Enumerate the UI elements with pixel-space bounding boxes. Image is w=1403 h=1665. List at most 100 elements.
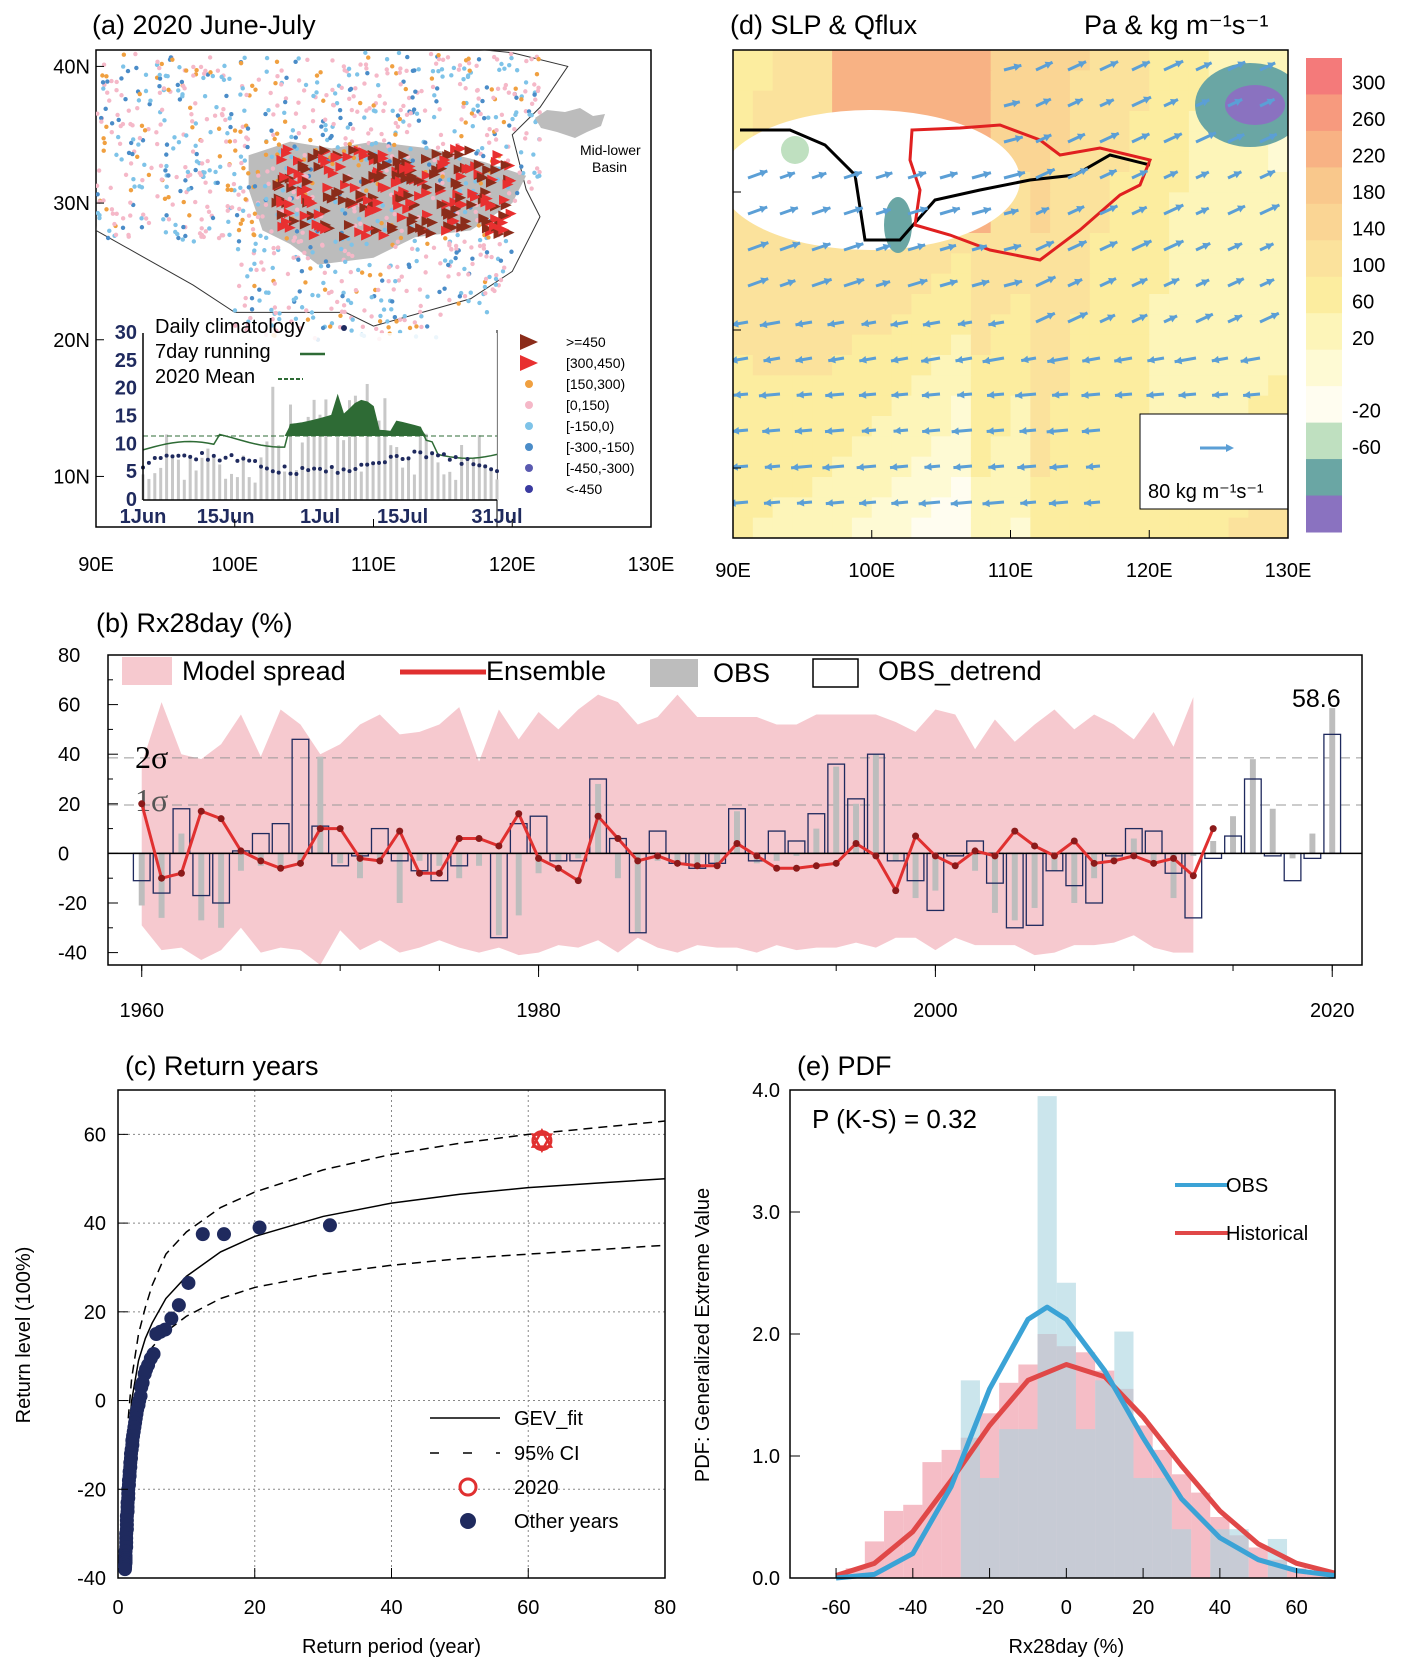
station-dot bbox=[264, 139, 269, 145]
flux-arrowhead bbox=[955, 355, 964, 364]
station-dot bbox=[266, 108, 271, 113]
inset-clim-dot bbox=[312, 466, 317, 471]
inset-daily-bar bbox=[389, 445, 393, 500]
station-dot bbox=[140, 138, 146, 143]
station-dot bbox=[499, 112, 505, 117]
station-dot bbox=[266, 290, 271, 295]
station-dot bbox=[198, 64, 204, 70]
station-dot bbox=[207, 168, 212, 173]
field-cell bbox=[1109, 456, 1131, 478]
lon-label: 100E bbox=[848, 560, 895, 582]
field-cell bbox=[951, 70, 972, 92]
station-dot bbox=[338, 313, 343, 319]
reference-arrowhead bbox=[1226, 444, 1234, 452]
field-cell bbox=[812, 416, 834, 438]
station-dot bbox=[279, 82, 284, 87]
station-dot bbox=[393, 244, 398, 249]
field-cell bbox=[1248, 395, 1270, 417]
field-cell bbox=[871, 416, 893, 438]
x-tick-label: -20 bbox=[975, 1597, 1004, 1619]
other-year-point bbox=[195, 1227, 210, 1242]
field-cell bbox=[1268, 294, 1288, 316]
inset-legend-clim-marker bbox=[341, 325, 347, 331]
station-dot bbox=[339, 85, 344, 90]
station-dot bbox=[166, 217, 172, 222]
inset-clim-dot bbox=[300, 465, 305, 470]
station-dot bbox=[491, 95, 496, 101]
station-dot bbox=[277, 316, 282, 322]
legend-dot bbox=[525, 401, 533, 409]
station-dot bbox=[159, 177, 164, 182]
station-dot bbox=[238, 60, 244, 66]
station-triangle bbox=[485, 199, 497, 210]
obs-bar bbox=[158, 853, 165, 918]
station-dot bbox=[504, 144, 509, 149]
field-cell bbox=[871, 436, 893, 458]
inset-clim-dot bbox=[229, 453, 234, 458]
station-dot bbox=[352, 209, 357, 214]
field-cell bbox=[931, 70, 953, 92]
y-tick-label: -20 bbox=[58, 893, 87, 915]
station-dot bbox=[339, 279, 344, 284]
station-dot bbox=[529, 56, 534, 62]
station-dot bbox=[346, 66, 352, 72]
field-cell bbox=[752, 395, 774, 417]
lon-label: 110E bbox=[988, 560, 1033, 582]
station-dot bbox=[417, 287, 423, 292]
inset-daily-bar bbox=[230, 473, 233, 500]
station-dot bbox=[430, 69, 436, 74]
x-tick-label: 40 bbox=[1209, 1597, 1231, 1619]
station-dot bbox=[107, 98, 112, 103]
station-dot bbox=[343, 259, 348, 265]
station-dot bbox=[367, 262, 372, 268]
ensemble-point bbox=[673, 859, 681, 867]
field-cell bbox=[772, 50, 794, 72]
field-cell bbox=[1268, 334, 1288, 356]
flux-arrowhead bbox=[1267, 62, 1276, 70]
field-cell bbox=[733, 253, 754, 275]
station-dot bbox=[493, 137, 499, 142]
station-dot bbox=[172, 135, 177, 140]
field-cell bbox=[1109, 497, 1131, 519]
field-cell bbox=[1089, 416, 1111, 438]
legend-2020-marker bbox=[458, 1477, 478, 1497]
station-triangle bbox=[407, 224, 419, 235]
station-dot bbox=[190, 149, 196, 154]
station-dot bbox=[293, 135, 298, 140]
flux-arrowhead bbox=[1169, 171, 1178, 179]
station-dot bbox=[207, 55, 213, 60]
field-cell bbox=[1109, 50, 1131, 72]
station-dot bbox=[408, 111, 413, 116]
field-cell bbox=[851, 253, 873, 275]
field-cell bbox=[1208, 253, 1230, 275]
ensemble-point bbox=[1070, 837, 1078, 845]
field-cell bbox=[1248, 212, 1270, 234]
y-tick-label: -20 bbox=[77, 1479, 106, 1501]
station-dot bbox=[462, 239, 467, 244]
inset-clim-dot bbox=[382, 460, 387, 465]
station-dot bbox=[391, 287, 396, 292]
station-dot bbox=[208, 70, 213, 75]
station-dot bbox=[100, 80, 106, 85]
map-d-content: 80 kg m⁻¹s⁻¹ bbox=[733, 50, 1288, 538]
inset-clim-dot bbox=[211, 453, 216, 458]
inset-clim-dot bbox=[223, 455, 228, 460]
inset-daily-bar bbox=[153, 473, 157, 500]
station-dot bbox=[436, 56, 442, 62]
field-cell bbox=[1268, 233, 1288, 255]
station-triangle bbox=[362, 195, 374, 206]
station-dot bbox=[173, 222, 178, 228]
station-dot bbox=[206, 209, 212, 214]
field-cell bbox=[931, 253, 953, 275]
flux-arrowhead bbox=[1048, 499, 1057, 507]
station-dot bbox=[461, 77, 466, 82]
inset-clim-dot bbox=[418, 450, 423, 455]
station-dot bbox=[191, 64, 196, 70]
field-cell bbox=[1149, 375, 1171, 397]
inset-daily-bar bbox=[165, 434, 169, 500]
station-dot bbox=[229, 112, 234, 117]
station-dot bbox=[194, 68, 199, 73]
flux-arrowhead bbox=[859, 355, 867, 364]
